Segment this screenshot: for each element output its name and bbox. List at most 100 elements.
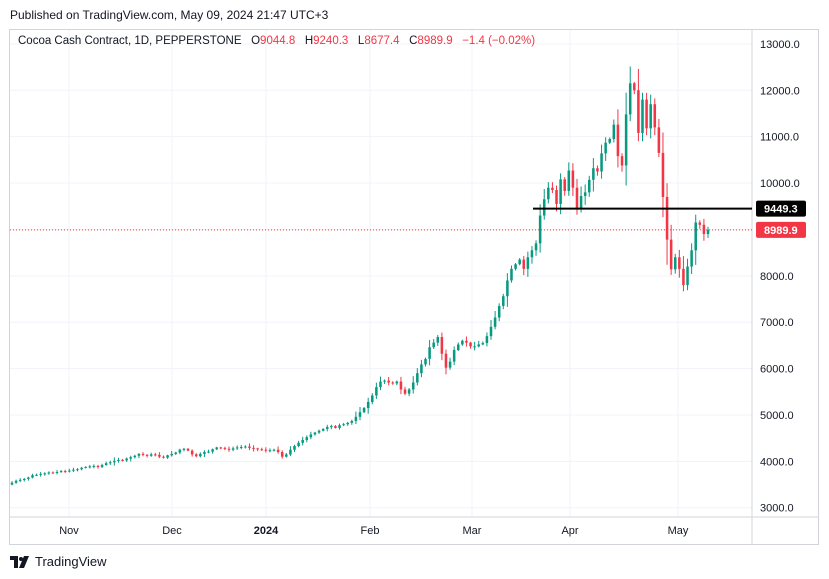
candle-body	[145, 454, 149, 456]
candle-body	[362, 408, 366, 413]
candle-body	[354, 416, 358, 421]
candle-body	[27, 477, 30, 479]
candle-body	[624, 114, 628, 166]
candle-body	[88, 466, 92, 468]
candle-body	[665, 196, 669, 240]
candle-body	[174, 452, 178, 454]
candle-body	[452, 350, 456, 362]
candle-body	[706, 229, 710, 235]
candle-body	[493, 317, 497, 327]
candle-body	[698, 222, 702, 225]
candle-body	[403, 389, 407, 394]
candle-body	[211, 449, 214, 452]
candle-body	[571, 170, 575, 188]
candle-body	[436, 337, 440, 343]
candle-body	[325, 427, 329, 429]
candle-body	[133, 455, 137, 458]
x-tick-label: Dec	[162, 525, 182, 537]
candle-body	[690, 250, 693, 267]
candle-body	[268, 450, 272, 452]
candle-body	[481, 343, 485, 345]
candle-body	[616, 124, 620, 157]
candle-body	[162, 456, 165, 458]
candle-body	[538, 215, 542, 244]
candles	[10, 66, 710, 486]
candle-body	[416, 373, 419, 383]
candle-body	[31, 475, 34, 478]
candle-body	[399, 381, 403, 390]
candle-body	[469, 342, 472, 347]
low-label: L	[357, 35, 365, 47]
candle-body	[678, 257, 681, 269]
candle-body	[18, 479, 22, 481]
candle-body	[407, 389, 411, 394]
candle-body	[72, 469, 75, 471]
candle-body	[518, 259, 521, 265]
candle-body	[321, 428, 325, 431]
candle-body	[178, 449, 182, 453]
high-label: H	[304, 35, 314, 47]
candle-body	[645, 99, 648, 129]
candle-body	[342, 424, 345, 426]
last-price-tag: 8989.9	[756, 221, 806, 238]
close-label: C	[409, 35, 418, 47]
candle-body	[530, 250, 534, 258]
candle-body	[141, 453, 145, 455]
x-tick-label: Nov	[59, 525, 79, 537]
candle-body	[51, 472, 55, 474]
candle-body	[186, 448, 190, 451]
candle-body	[628, 83, 632, 115]
candle-body	[309, 434, 313, 438]
candle-body	[100, 465, 104, 467]
candle-body	[371, 395, 374, 402]
candle-body	[231, 448, 235, 450]
high-value: 9240.3	[313, 35, 349, 47]
candle-body	[35, 474, 38, 476]
candle-body	[583, 192, 587, 197]
candle-body	[612, 124, 616, 139]
candle-body	[489, 326, 493, 337]
candle-body	[203, 452, 206, 454]
candle-body	[117, 459, 120, 461]
price-axis[interactable]: 3000.04000.05000.06000.07000.08000.09000…	[760, 39, 800, 515]
candle-body	[14, 480, 18, 483]
candle-body	[420, 364, 423, 374]
candle-body	[199, 453, 202, 457]
candle-body	[514, 264, 517, 269]
candle-body	[264, 449, 268, 451]
tradingview-brand[interactable]: TradingView	[10, 554, 107, 569]
candle-body	[358, 412, 362, 417]
close-value: 8989.9	[417, 35, 453, 47]
candle-body	[207, 451, 210, 453]
candle-body	[620, 156, 624, 166]
candle-body	[149, 454, 153, 456]
y-tick-label: 4000.0	[760, 456, 794, 468]
candle-body	[379, 381, 382, 388]
candle-body	[485, 336, 489, 344]
candle-body	[137, 453, 141, 456]
candle-body	[330, 426, 333, 428]
candle-body	[10, 482, 14, 485]
candle-body	[682, 268, 685, 286]
candle-body	[346, 422, 349, 425]
candle-body	[661, 152, 665, 197]
candle-body	[473, 346, 476, 348]
candle-body	[166, 455, 169, 458]
y-tick-label: 12000.0	[760, 85, 800, 97]
candle-body	[190, 450, 194, 455]
time-axis[interactable]: Nov Dec 2024 Feb Mar Apr May	[59, 525, 689, 537]
candle-body	[559, 179, 562, 204]
candle-body	[669, 239, 673, 270]
candle-body	[272, 449, 276, 451]
candle-body	[334, 426, 337, 428]
candle-body	[276, 449, 280, 453]
candle-body	[395, 381, 399, 384]
x-tick-label: 2024	[254, 525, 279, 537]
candle-body	[256, 448, 259, 450]
candle-body	[96, 465, 100, 467]
candle-body	[547, 187, 550, 200]
candle-body	[280, 452, 284, 457]
candle-body	[76, 469, 79, 471]
candle-body	[219, 447, 223, 449]
